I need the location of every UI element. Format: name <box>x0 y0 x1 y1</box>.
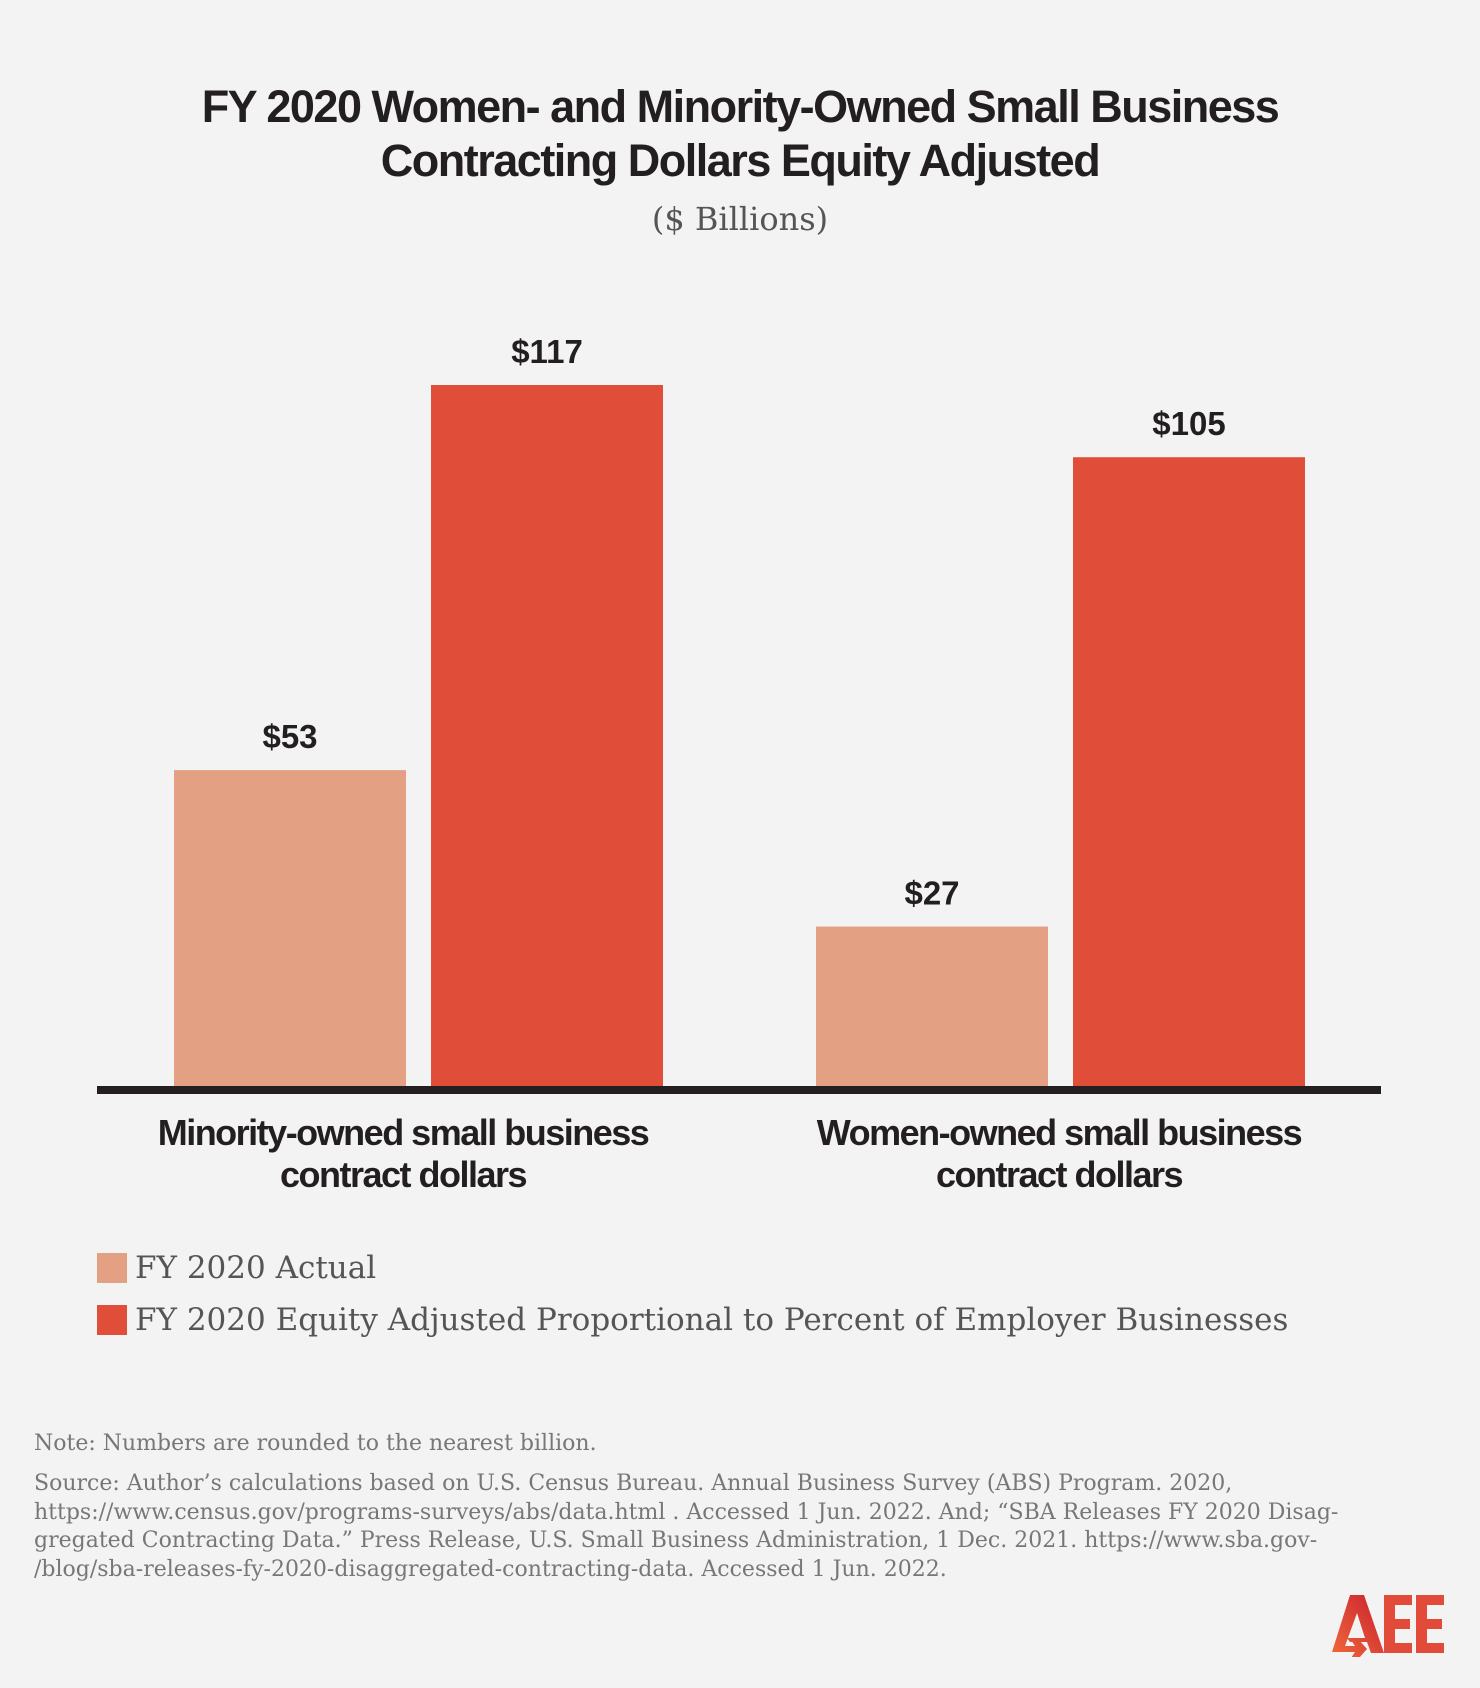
legend-swatch <box>97 1305 127 1335</box>
source-line: gregated Contracting Data.” Press Releas… <box>34 1528 1318 1553</box>
source-line: https://www.census.gov/programs-surveys/… <box>34 1499 1339 1525</box>
legend-item-actual: FY 2020 Actual <box>97 1250 376 1286</box>
bar <box>1073 457 1305 1089</box>
title-line-1: FY 2020 Women- and Minority-Owned Small … <box>201 81 1280 132</box>
data-label: $53 <box>262 718 317 755</box>
category-line: contract dollars <box>279 1154 528 1195</box>
source-line: /blog/sba-releases-fy-2020-disaggregated… <box>34 1556 947 1582</box>
footnote: Note: Numbers are rounded to the nearest… <box>34 1431 597 1456</box>
category-line: Minority-owned small business <box>157 1112 650 1153</box>
category-label-women: Women-owned small business contract doll… <box>759 1112 1359 1196</box>
source-line: Source: Author’s calculations based on U… <box>34 1471 1233 1496</box>
legend-swatch <box>97 1253 127 1283</box>
chart-subtitle: ($ Billions) <box>651 200 829 238</box>
bar-chart: $53 $27 $117 $105 <box>97 333 1381 1094</box>
legend-label: FY 2020 Equity Adjusted Proportional to … <box>135 1302 1289 1338</box>
category-line: contract dollars <box>935 1154 1184 1195</box>
title-line-2: Contracting Dollars Equity Adjusted <box>380 135 1101 186</box>
x-axis-line <box>97 1086 1381 1094</box>
bar <box>816 926 1048 1089</box>
aee-logo <box>1330 1595 1446 1662</box>
chart-title: FY 2020 Women- and Minority-Owned Small … <box>0 80 1480 188</box>
category-label-minority: Minority-owned small business contract d… <box>103 1112 703 1196</box>
bar <box>431 385 663 1089</box>
data-label: $27 <box>904 875 959 912</box>
bar <box>174 770 406 1089</box>
legend-item-equity: FY 2020 Equity Adjusted Proportional to … <box>97 1302 1288 1338</box>
legend-label: FY 2020 Actual <box>135 1250 377 1286</box>
category-line: Women-owned small business <box>816 1112 1303 1153</box>
source-text: Source: Author’s calculations based on U… <box>34 1470 1338 1584</box>
data-label: $117 <box>511 333 583 370</box>
data-label: $105 <box>1152 405 1225 442</box>
